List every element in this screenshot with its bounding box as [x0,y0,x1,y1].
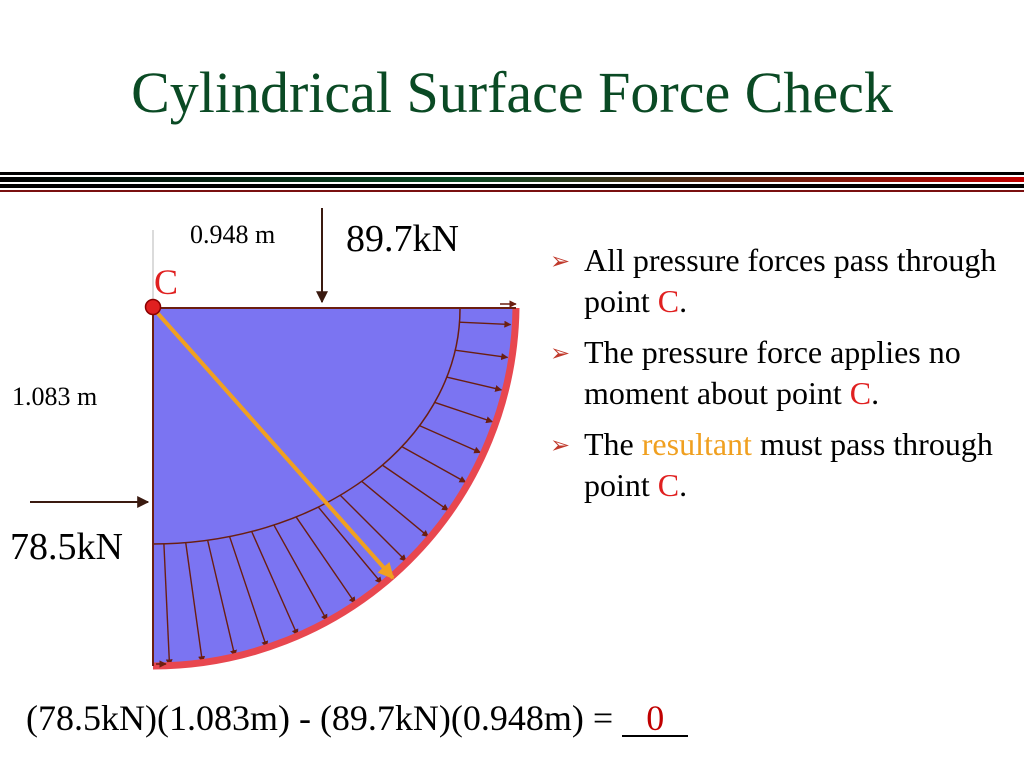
bullet-item: ➢ All pressure forces pass through point … [548,240,1008,322]
pressure-arrow [401,445,467,483]
resultant-line [151,306,395,580]
horizontal-force-label: 78.5kN [10,526,123,568]
point-c-ref: C [657,467,680,503]
bullet-arrow-icon: ➢ [550,339,571,367]
pressure-arrow [206,540,237,658]
pressure-arrow [418,424,482,454]
bullet-arrow-icon: ➢ [550,431,571,459]
point-c-ref: C [657,283,680,319]
resultant-word: resultant [641,426,752,462]
bullet-text: . [679,467,688,503]
pressure-arrow [295,516,356,604]
curved-surface [152,307,520,670]
pressure-arrow [185,542,206,664]
point-c-marker [144,298,162,316]
vertical-force-label: 89.7kN [346,218,459,260]
water-region [153,308,516,666]
bullet-text: . [871,375,880,411]
point-c-label: C [154,262,179,302]
bullet-text: The pressure force applies no moment abo… [584,334,961,411]
pressure-distribution [163,320,512,667]
horizontal-distance-label: 0.948 m [190,220,276,249]
point-c-ref: C [849,375,872,411]
pressure-arrow [459,320,512,328]
slide-title: Cylindrical Surface Force Check [131,60,893,125]
bullet-text: . [679,283,688,319]
pressure-arrow [381,464,449,511]
header-divider [0,172,1024,192]
pressure-arrow [339,494,407,562]
bullet-list: ➢ All pressure forces pass through point … [548,240,1008,516]
pressure-arrow [163,543,173,667]
vertical-distance-label: 1.083 m [12,382,98,411]
pressure-arrow [317,506,383,584]
equation-answer: 0 [622,700,689,737]
bullet-text: The [584,426,642,462]
bullet-arrow-icon: ➢ [550,247,571,275]
bullet-item: ➢ The resultant must pass through point C… [548,424,1008,506]
pressure-arrow [454,349,509,361]
bullet-text: must pass through point [584,426,993,503]
bullet-text: All pressure forces pass through point [584,242,997,319]
pressure-arrow [446,376,503,392]
moment-equation: (78.5kN)(1.083m) - (89.7kN)(0.948m) = 0 [26,698,689,738]
pressure-arrow [228,536,269,649]
pressure-arrow [361,480,429,538]
pressure-arrow [251,531,299,637]
pressure-arrow [273,524,328,622]
equation-text: (78.5kN)(1.083m) - (89.7kN)(0.948m) = [26,698,623,738]
pressure-arrow [434,401,494,424]
bullet-item: ➢ The pressure force applies no moment ab… [548,332,1008,414]
inner-pressure-arc [152,307,461,545]
